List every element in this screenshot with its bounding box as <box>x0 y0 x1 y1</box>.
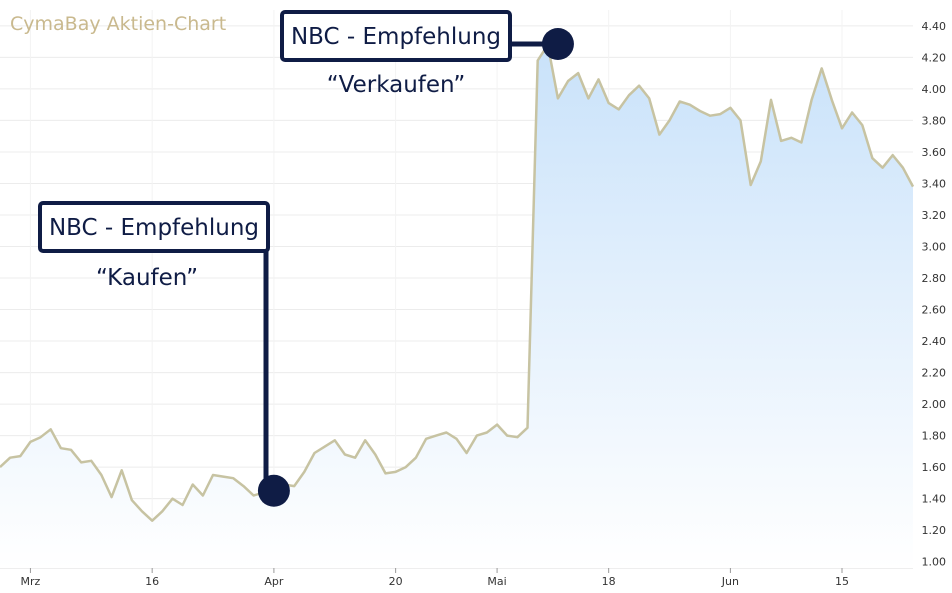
annotation-title: NBC - Empfehlung <box>49 215 259 241</box>
y-tick-label: 3.00 <box>922 241 947 254</box>
y-tick-label: 2.20 <box>922 367 947 380</box>
y-axis-ticks: 1.00 1.20 1.40 1.60 1.80 2.00 2.20 2.40 2.60 2.80… <box>922 20 947 569</box>
annotation-marker <box>257 474 290 507</box>
annotation-marker <box>541 28 574 60</box>
y-tick-label: 2.80 <box>922 272 947 285</box>
x-axis-ticks: Mrz16Apr20Mai18Jun15Jul <box>21 568 849 588</box>
annotation-1: NBC - Empfehlung “Kaufen” <box>38 201 290 507</box>
annotation-box <box>280 10 512 62</box>
annotation-2: NBC - Empfehlung “Verkaufen” <box>280 10 574 98</box>
y-tick-label: 1.40 <box>922 493 947 506</box>
annotations: NBC - Empfehlung“Kaufen”NBC - Empfehlung… <box>38 10 574 507</box>
annotation-title: NBC - Empfehlung <box>291 24 501 50</box>
y-tick-label: 1.60 <box>922 461 947 474</box>
x-tick-label: Apr <box>264 575 284 588</box>
price-area <box>0 44 913 569</box>
x-tick-label: 15 <box>835 575 849 588</box>
y-tick-label: 1.80 <box>922 430 947 443</box>
x-tick-label: 16 <box>145 575 159 588</box>
y-tick-label: 3.80 <box>922 114 947 127</box>
y-tick-label: 2.60 <box>922 304 947 317</box>
price-line <box>0 43 915 522</box>
y-tick-label: 1.00 <box>922 556 947 569</box>
y-tick-label: 2.00 <box>922 398 947 411</box>
x-tick-label: 20 <box>389 575 403 588</box>
x-tick-label: 18 <box>602 575 616 588</box>
chart-title: CymaBay Aktien-Chart <box>10 13 226 35</box>
y-tick-label: 4.00 <box>922 83 947 96</box>
x-tick-label: Mai <box>487 575 506 588</box>
annotation-label: “Verkaufen” <box>327 72 466 98</box>
annotation-box <box>38 201 270 253</box>
y-tick-label: 3.60 <box>922 146 947 159</box>
y-tick-label: 3.40 <box>922 177 947 190</box>
y-tick-label: 1.20 <box>922 524 947 537</box>
annotation-label: “Kaufen” <box>96 265 198 291</box>
y-tick-label: 2.40 <box>922 335 947 348</box>
x-tick-label: Jun <box>721 575 739 588</box>
y-tick-label: 3.20 <box>922 209 947 222</box>
x-tick-label: Mrz <box>21 575 41 588</box>
y-tick-label: 4.20 <box>922 51 947 64</box>
y-tick-label: 4.40 <box>922 20 947 33</box>
